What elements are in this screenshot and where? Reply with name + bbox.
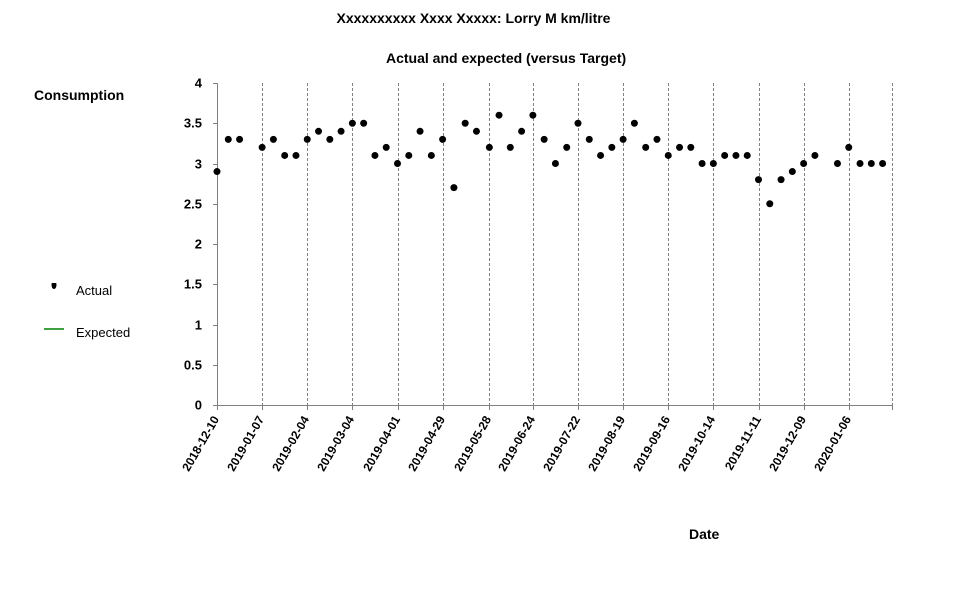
x-tick-label: 2019-01-07 [224, 413, 267, 473]
data-point-actual [292, 151, 300, 159]
data-point-actual [709, 160, 717, 167]
data-point-actual [348, 119, 356, 127]
legend-dot-icon [51, 281, 57, 289]
legend-item-expected: Expected [44, 325, 130, 342]
data-point-actual [755, 176, 762, 184]
data-point-actual [608, 143, 616, 151]
data-point-actual [518, 127, 526, 135]
data-point-actual [642, 143, 650, 151]
x-tick-label: 2019-04-29 [405, 413, 448, 473]
y-tick-label: 0 [195, 398, 202, 413]
y-tick-label: 1 [195, 318, 202, 333]
data-point-actual [687, 143, 695, 151]
x-tick-label: 2018-12-10 [179, 413, 222, 473]
x-tick-label: 2019-05-28 [451, 413, 494, 473]
x-tick-label: 2019-04-01 [360, 413, 403, 473]
y-axis-label: Consumption [34, 87, 125, 103]
data-point-actual [394, 160, 401, 167]
data-point-actual [766, 200, 774, 208]
data-point-actual [427, 151, 435, 159]
data-point-actual [879, 160, 887, 167]
data-point-actual [721, 151, 729, 159]
data-point-actual [585, 135, 593, 143]
data-point-actual [416, 127, 424, 135]
data-point-actual [800, 160, 808, 167]
data-point-actual [258, 143, 266, 151]
data-point-actual [732, 151, 740, 159]
data-point-actual [743, 151, 751, 159]
data-point-actual [382, 143, 390, 151]
x-tick-label: 2019-07-22 [540, 413, 583, 473]
x-tick-label: 2019-12-09 [766, 413, 809, 473]
data-point-actual [540, 135, 548, 143]
data-point-actual [326, 135, 334, 143]
x-tick-label: 2019-11-11 [722, 413, 764, 472]
data-point-actual [236, 135, 244, 143]
y-tick-label: 3 [195, 157, 202, 172]
data-point-actual [811, 151, 819, 159]
data-point-actual [439, 135, 447, 143]
data-point-actual [563, 143, 571, 151]
data-point-actual [269, 135, 277, 143]
x-tick-label: 2019-08-19 [585, 413, 628, 473]
data-point-actual [495, 111, 503, 119]
data-point-actual [653, 135, 661, 143]
data-point-actual [856, 160, 864, 167]
data-point-actual [371, 151, 379, 159]
data-point-actual [360, 119, 368, 127]
y-tick-label: 2 [195, 237, 202, 252]
data-point-actual [551, 160, 559, 167]
data-point-actual [461, 119, 469, 127]
data-point-actual [472, 127, 480, 135]
x-axis-label: Date [689, 526, 720, 542]
data-point-actual [337, 127, 345, 135]
x-tick-label: 2019-03-04 [314, 413, 357, 473]
y-tick-label: 4 [195, 76, 203, 91]
chart-subtitle: Actual and expected (versus Target) [386, 50, 627, 66]
data-point-actual [619, 135, 627, 143]
legend-label-expected: Expected [76, 325, 131, 340]
legend-label-actual: Actual [76, 283, 113, 298]
x-tick-label: 2019-06-24 [495, 413, 538, 473]
x-tick-label: 2019-02-04 [269, 413, 312, 473]
y-tick-label: 2.5 [184, 197, 202, 212]
legend-line-icon [44, 328, 64, 330]
chart-title: Xxxxxxxxxx Xxxx Xxxxx: Lorry M km/litre [336, 10, 611, 26]
x-tick-label: 2019-09-16 [630, 413, 673, 473]
data-point-actual [303, 135, 311, 143]
data-point-actual [281, 151, 289, 159]
data-point-actual [597, 151, 605, 159]
x-tick-label: 2019-10-14 [675, 413, 718, 473]
data-point-actual [845, 143, 853, 151]
data-point-actual [213, 168, 221, 176]
y-tick-label: 1.5 [184, 277, 202, 292]
data-point-actual [788, 168, 796, 176]
data-point-actual [485, 143, 493, 151]
legend-item-actual: Actual [44, 281, 112, 300]
data-point-actual [574, 119, 582, 127]
data-point-actual [529, 111, 537, 119]
data-point-actual [698, 160, 706, 167]
data-point-actual [833, 160, 841, 167]
data-point-actual [450, 184, 458, 192]
data-point-actual [315, 127, 323, 135]
data-point-actual [224, 135, 232, 143]
y-tick-label: 3.5 [184, 116, 202, 131]
x-tick-label: 2020-01-06 [811, 413, 854, 473]
data-point-actual [405, 151, 413, 159]
data-point-actual [676, 143, 684, 151]
data-point-actual [506, 143, 514, 151]
y-tick-label: 0.5 [184, 358, 202, 373]
data-point-actual [630, 119, 638, 127]
data-point-actual [664, 151, 672, 159]
data-point-actual [777, 176, 785, 184]
data-point-actual [867, 160, 875, 167]
